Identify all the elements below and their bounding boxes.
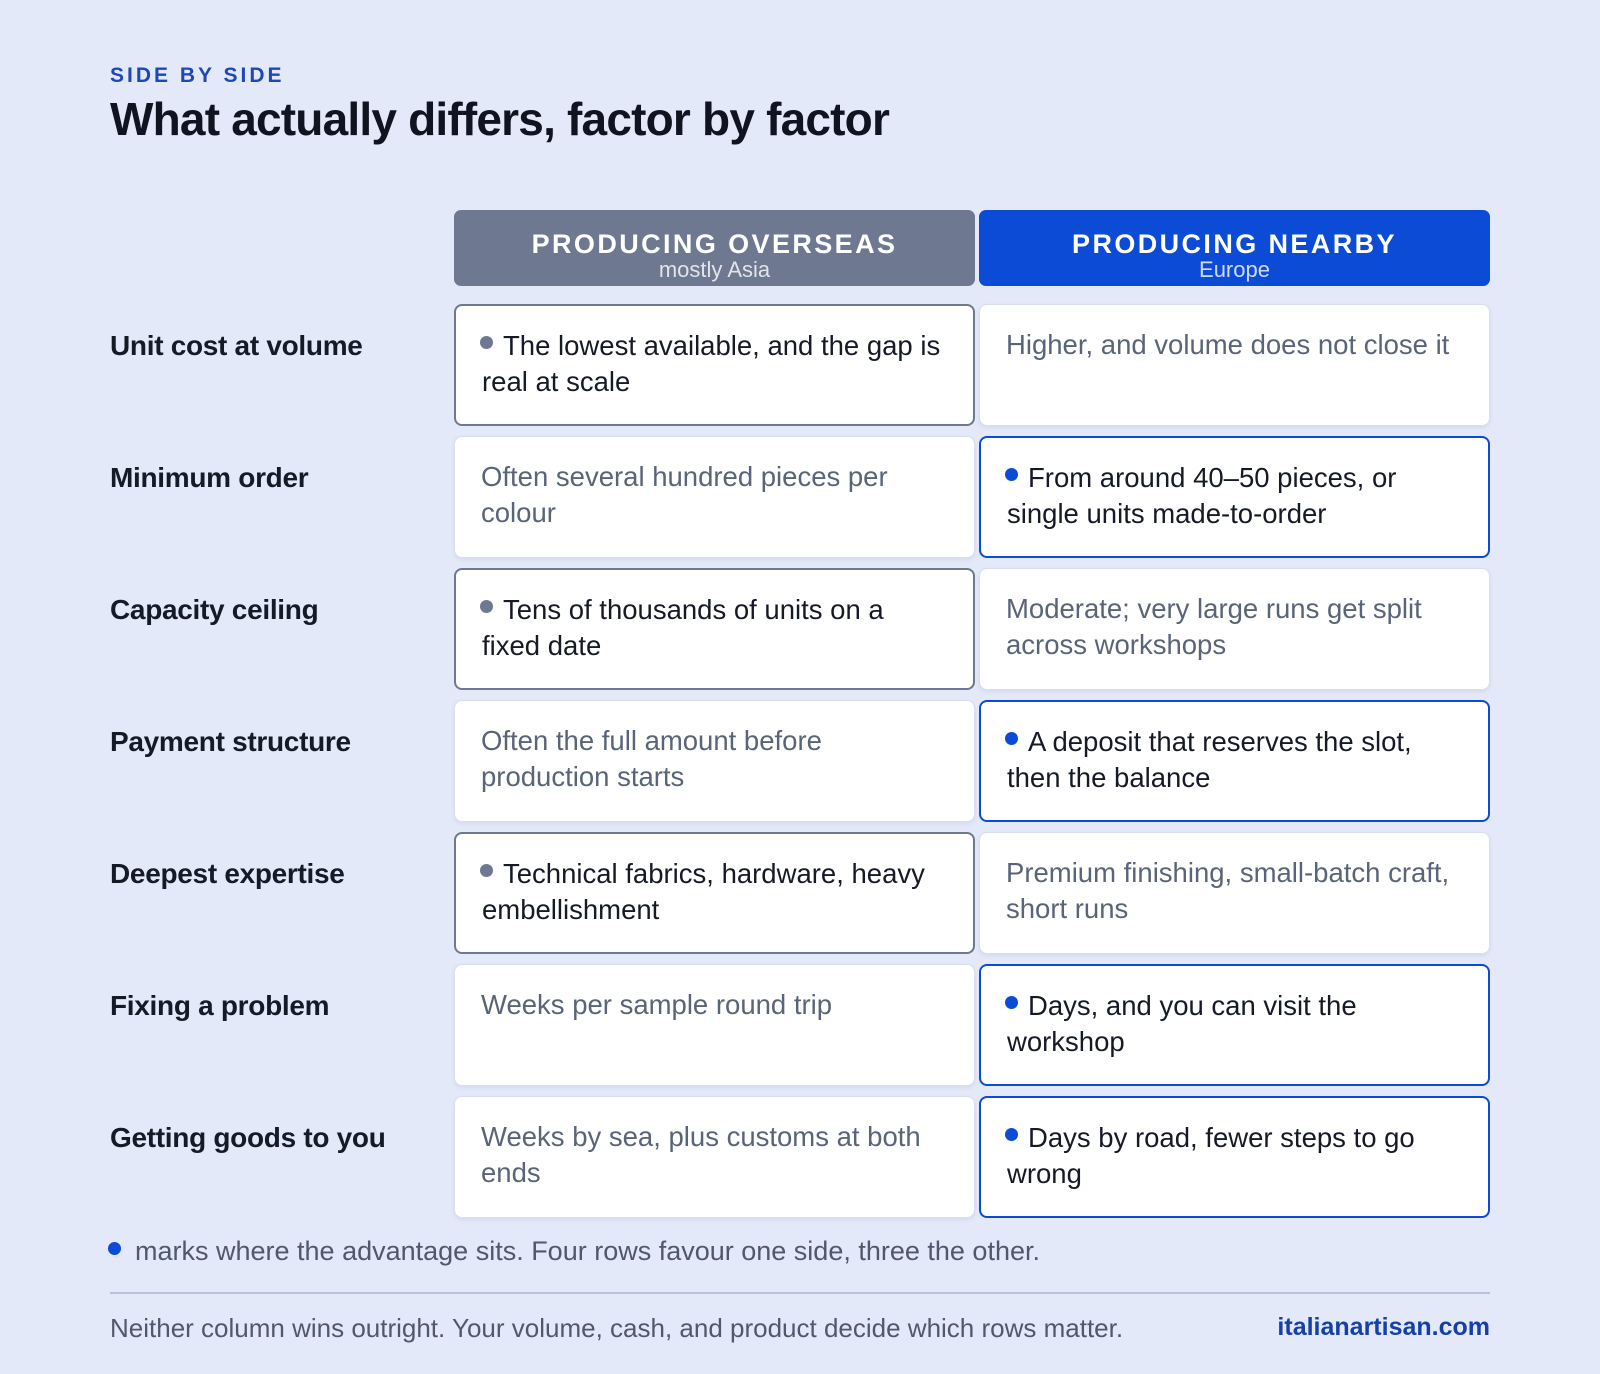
cell-overseas: Often the full amount before production … <box>454 700 975 822</box>
advantage-dot-icon <box>480 336 493 349</box>
eyebrow-label: SIDE BY SIDE <box>110 64 285 87</box>
cell-text: Days by road, fewer steps to go wrong <box>1007 1122 1415 1189</box>
cell-text: A deposit that reserves the slot, then t… <box>1007 726 1412 793</box>
row-label: Unit cost at volume <box>110 330 363 361</box>
advantage-dot-icon <box>1005 468 1018 481</box>
cell-text: Often the full amount before production … <box>481 725 822 792</box>
cell-overseas: Tens of thousands of units on a fixed da… <box>454 568 975 690</box>
cell-text: Days, and you can visit the workshop <box>1007 990 1357 1057</box>
page-title: What actually differs, factor by factor <box>110 93 890 145</box>
cell-text: Tens of thousands of units on a fixed da… <box>482 594 884 661</box>
cell-text: Weeks per sample round trip <box>481 989 833 1020</box>
cell-overseas: Weeks per sample round trip <box>454 964 975 1086</box>
row-label: Minimum order <box>110 462 309 493</box>
cell-text: Often several hundred pieces per colour <box>481 461 888 528</box>
column-title-overseas: PRODUCING OVERSEAS <box>531 229 898 259</box>
advantage-dot-icon <box>480 600 493 613</box>
cell-nearby: Days, and you can visit the workshop <box>979 964 1490 1086</box>
column-header-overseas: PRODUCING OVERSEAS mostly Asia <box>454 210 975 286</box>
column-subtitle-overseas: mostly Asia <box>658 257 771 282</box>
row-label: Fixing a problem <box>110 990 330 1021</box>
divider <box>110 1292 1490 1294</box>
advantage-dot-icon <box>1005 1128 1018 1141</box>
cell-text: Weeks by sea, plus customs at both ends <box>481 1121 921 1188</box>
cell-nearby: From around 40–50 pieces, or single unit… <box>979 436 1490 558</box>
legend-text: marks where the advantage sits. Four row… <box>135 1236 1040 1266</box>
column-header-nearby: PRODUCING NEARBY Europe <box>979 210 1490 286</box>
column-subtitle-nearby: Europe <box>1199 257 1270 282</box>
cell-overseas: The lowest available, and the gap is rea… <box>454 304 975 426</box>
cell-overseas: Weeks by sea, plus customs at both ends <box>454 1096 975 1218</box>
cell-text: Moderate; very large runs get split acro… <box>1006 593 1422 660</box>
advantage-dot-icon <box>1005 732 1018 745</box>
advantage-dot-icon <box>108 1242 121 1255</box>
row-label: Capacity ceiling <box>110 594 319 625</box>
footer-note: Neither column wins outright. Your volum… <box>110 1313 1124 1343</box>
cell-nearby: A deposit that reserves the slot, then t… <box>979 700 1490 822</box>
cell-nearby: Moderate; very large runs get split acro… <box>979 568 1490 690</box>
advantage-dot-icon <box>1005 996 1018 1009</box>
cell-text: Premium finishing, small-batch craft, sh… <box>1006 857 1450 924</box>
advantage-dot-icon <box>480 864 493 877</box>
cell-text: The lowest available, and the gap is rea… <box>482 330 941 397</box>
site-link[interactable]: italianartisan.com <box>1277 1313 1490 1341</box>
row-label: Deepest expertise <box>110 858 345 889</box>
row-label: Payment structure <box>110 726 351 757</box>
cell-nearby: Higher, and volume does not close it <box>979 304 1490 426</box>
cell-nearby: Premium finishing, small-batch craft, sh… <box>979 832 1490 954</box>
cell-text: Technical fabrics, hardware, heavy embel… <box>482 858 925 925</box>
cell-nearby: Days by road, fewer steps to go wrong <box>979 1096 1490 1218</box>
cell-overseas: Technical fabrics, hardware, heavy embel… <box>454 832 975 954</box>
cell-text: Higher, and volume does not close it <box>1006 329 1450 360</box>
cell-overseas: Often several hundred pieces per colour <box>454 436 975 558</box>
row-label: Getting goods to you <box>110 1122 386 1153</box>
cell-text: From around 40–50 pieces, or single unit… <box>1007 462 1397 529</box>
legend: marks where the advantage sits. Four row… <box>108 1236 1040 1267</box>
column-title-nearby: PRODUCING NEARBY <box>1072 229 1397 259</box>
